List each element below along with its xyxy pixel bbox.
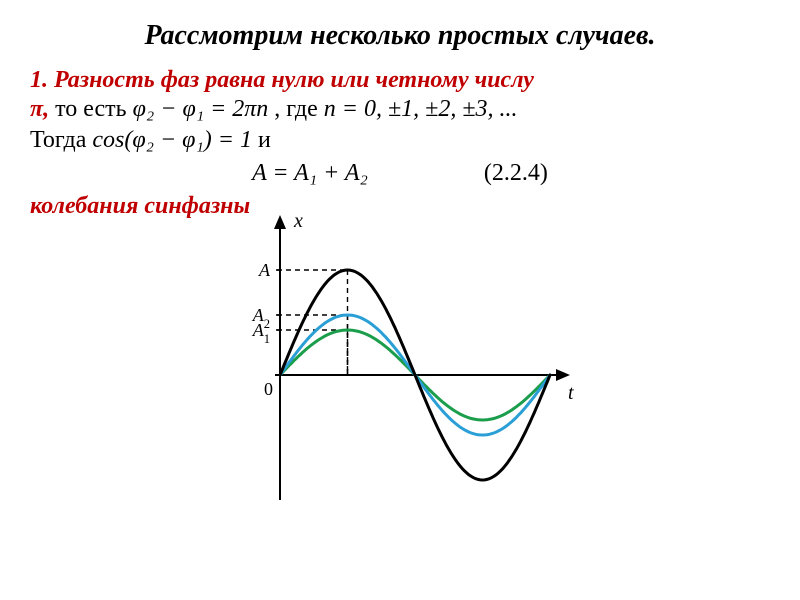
svg-text:0: 0 [264, 379, 273, 399]
amp-formula: A = A₁ + A₂ [252, 160, 368, 186]
svg-text:x: x [293, 210, 303, 232]
gde: , где [274, 96, 324, 122]
svg-text:A: A [258, 260, 271, 280]
togda: Тогда [30, 127, 92, 153]
phase-diff-formula: φ₂ − φ₁ = 2πn [133, 96, 269, 122]
case-condition: π, то есть φ₂ − φ₁ = 2πn , где n = 0, ±1… [30, 96, 770, 123]
slide-title: Рассмотрим несколько простых случаев. [30, 20, 770, 52]
n-values: n = 0, ±1, ±2, ±3, ... [324, 96, 518, 122]
i-text: и [258, 127, 271, 153]
pi-text: π, [30, 96, 49, 122]
toest: то есть [55, 96, 127, 122]
cos-formula: cos(φ₂ − φ₁) = 1 [92, 127, 252, 153]
synphase-chart: xt0AA2A1 [210, 200, 590, 510]
eq-number: (2.2.4) [484, 160, 548, 187]
svg-text:t: t [568, 382, 574, 404]
amplitude-equation: A = A₁ + A₂ (2.2.4) [30, 160, 770, 187]
case-heading: 1. Разность фаз равна нулю или четному ч… [30, 67, 770, 94]
cos-line: Тогда cos(φ₂ − φ₁) = 1 и [30, 127, 770, 154]
